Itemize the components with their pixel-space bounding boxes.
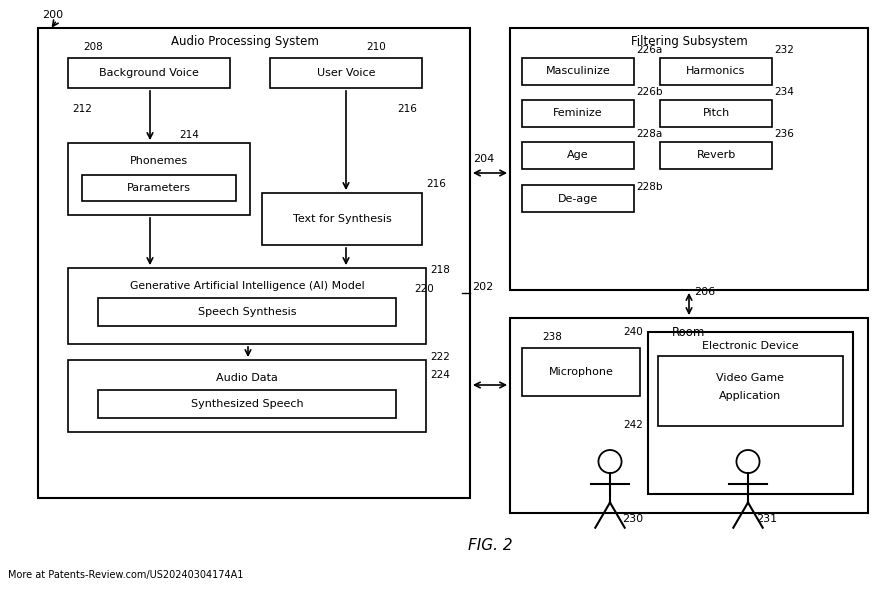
Text: 226b: 226b: [636, 87, 663, 97]
Text: 216: 216: [397, 104, 417, 114]
Text: 226a: 226a: [636, 45, 663, 55]
FancyBboxPatch shape: [648, 332, 853, 494]
Text: De-age: De-age: [558, 193, 598, 203]
FancyBboxPatch shape: [98, 298, 396, 326]
Text: User Voice: User Voice: [317, 68, 375, 78]
Text: 236: 236: [774, 129, 794, 139]
Text: Parameters: Parameters: [127, 183, 191, 193]
Text: 231: 231: [756, 514, 777, 524]
FancyBboxPatch shape: [98, 390, 396, 418]
Text: Synthesized Speech: Synthesized Speech: [191, 399, 304, 409]
Text: 202: 202: [472, 282, 494, 292]
Text: Microphone: Microphone: [548, 367, 613, 377]
Text: 208: 208: [83, 42, 103, 52]
Text: FIG. 2: FIG. 2: [467, 538, 512, 553]
Text: 218: 218: [430, 265, 450, 275]
Text: 206: 206: [694, 287, 715, 297]
Text: Filtering Subsystem: Filtering Subsystem: [631, 36, 747, 49]
Text: 232: 232: [774, 45, 794, 55]
Text: 228b: 228b: [636, 182, 663, 192]
Text: Generative Artificial Intelligence (AI) Model: Generative Artificial Intelligence (AI) …: [129, 281, 364, 291]
Text: Phonemes: Phonemes: [130, 156, 188, 166]
Text: More at Patents-Review.com/US20240304174A1: More at Patents-Review.com/US20240304174…: [8, 570, 244, 580]
Text: Audio Processing System: Audio Processing System: [171, 36, 319, 49]
Text: 210: 210: [366, 42, 385, 52]
Text: Background Voice: Background Voice: [99, 68, 199, 78]
Text: Room: Room: [672, 326, 706, 339]
Text: Speech Synthesis: Speech Synthesis: [198, 307, 297, 317]
FancyBboxPatch shape: [68, 268, 426, 344]
Text: Harmonics: Harmonics: [686, 66, 745, 76]
FancyBboxPatch shape: [262, 193, 422, 245]
Text: Audio Data: Audio Data: [216, 373, 278, 383]
FancyBboxPatch shape: [522, 58, 634, 85]
FancyBboxPatch shape: [270, 58, 422, 88]
Text: Pitch: Pitch: [702, 109, 730, 119]
FancyBboxPatch shape: [522, 142, 634, 169]
Text: Application: Application: [719, 391, 781, 401]
Text: 200: 200: [42, 10, 63, 20]
Text: 222: 222: [430, 352, 450, 362]
Text: Masculinize: Masculinize: [546, 66, 611, 76]
Text: Reverb: Reverb: [696, 151, 736, 161]
FancyBboxPatch shape: [68, 58, 230, 88]
FancyBboxPatch shape: [660, 58, 772, 85]
FancyBboxPatch shape: [660, 142, 772, 169]
FancyBboxPatch shape: [38, 28, 470, 498]
FancyBboxPatch shape: [510, 318, 868, 513]
FancyBboxPatch shape: [522, 185, 634, 212]
Text: 240: 240: [623, 327, 643, 337]
Text: 212: 212: [72, 104, 92, 114]
FancyBboxPatch shape: [68, 360, 426, 432]
Text: Text for Synthesis: Text for Synthesis: [293, 214, 392, 224]
Text: 220: 220: [414, 284, 434, 294]
FancyBboxPatch shape: [68, 143, 250, 215]
Text: 242: 242: [623, 420, 643, 430]
Text: Feminize: Feminize: [554, 109, 603, 119]
Text: 238: 238: [542, 332, 561, 342]
Text: 234: 234: [774, 87, 794, 97]
Text: 228a: 228a: [636, 129, 663, 139]
FancyBboxPatch shape: [658, 356, 843, 426]
Text: 230: 230: [622, 514, 643, 524]
Text: 204: 204: [473, 154, 495, 164]
FancyBboxPatch shape: [522, 100, 634, 127]
Text: 216: 216: [426, 179, 446, 189]
Text: Electronic Device: Electronic Device: [702, 341, 799, 351]
Text: 214: 214: [179, 130, 199, 140]
Text: Age: Age: [568, 151, 589, 161]
Text: Video Game: Video Game: [716, 373, 784, 383]
Text: 224: 224: [430, 370, 450, 380]
FancyBboxPatch shape: [82, 175, 236, 201]
FancyBboxPatch shape: [660, 100, 772, 127]
FancyBboxPatch shape: [510, 28, 868, 290]
FancyBboxPatch shape: [522, 348, 640, 396]
